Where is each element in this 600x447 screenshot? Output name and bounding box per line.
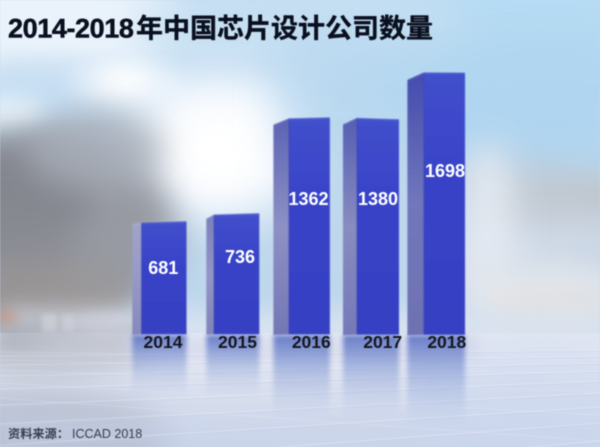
svg-text:1362: 1362 bbox=[288, 189, 328, 209]
svg-text:2014-2018: 2014-2018 bbox=[8, 13, 134, 43]
svg-text:2017: 2017 bbox=[363, 332, 402, 352]
svg-text:1698: 1698 bbox=[425, 161, 465, 181]
svg-text:2018: 2018 bbox=[427, 332, 466, 352]
svg-text:2014: 2014 bbox=[144, 332, 183, 352]
svg-text:736: 736 bbox=[225, 247, 255, 267]
svg-text:1380: 1380 bbox=[358, 189, 398, 209]
svg-text:681: 681 bbox=[148, 258, 178, 278]
svg-text:ICCAD 2018: ICCAD 2018 bbox=[72, 427, 142, 441]
svg-text:2016: 2016 bbox=[292, 332, 331, 352]
svg-text:2015: 2015 bbox=[218, 332, 257, 352]
